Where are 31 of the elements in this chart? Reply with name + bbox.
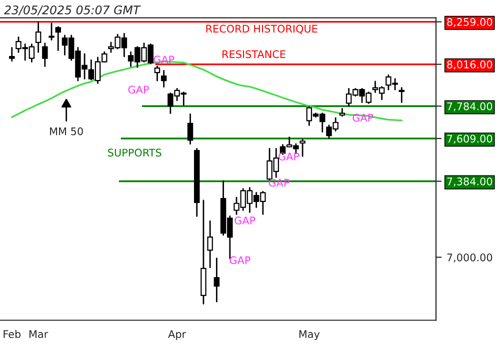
x-tick-label: Feb: [4, 330, 21, 338]
y-tick-label: 8,016.00: [447, 60, 492, 70]
annotation: GAP: [278, 152, 300, 160]
annotation: GAP: [234, 216, 256, 224]
candlestick: [207, 220, 213, 268]
candlestick: [214, 258, 220, 302]
candlestick: [55, 26, 61, 52]
candlestick: [187, 114, 194, 145]
y-tick-label: 8,259.00: [447, 18, 492, 27]
candlestick: [154, 66, 160, 82]
candlestick: [42, 42, 48, 67]
y-tick-label: 7,784.00: [447, 102, 492, 112]
annotation: GAP: [128, 86, 149, 94]
annotation: GAP: [230, 256, 250, 264]
y-tick-label: 7,609.00: [447, 134, 492, 144]
x-tick-label: May: [299, 330, 320, 340]
candlestick: [160, 70, 167, 88]
x-tick-label: Mar: [30, 330, 48, 338]
candlestick: [35, 22, 42, 53]
x-tick-label: Apr: [168, 330, 186, 340]
text: MM 50: [50, 127, 83, 136]
candlestick: [48, 22, 54, 41]
chart-title: 23/05/2025 05:07 GMT: [4, 5, 141, 16]
candlestick: [300, 138, 306, 157]
candlestick: [398, 87, 405, 103]
annotation: SUPPORTS: [108, 148, 162, 157]
y-tick-label: 7,384.00: [447, 177, 492, 186]
ref-line-label: RESISTANCE: [222, 50, 286, 58]
ref-line-label: RECORD HISTORIQUE: [206, 24, 318, 34]
y-tick-label: 7,000.00: [447, 253, 492, 262]
candlestick: [9, 47, 15, 62]
